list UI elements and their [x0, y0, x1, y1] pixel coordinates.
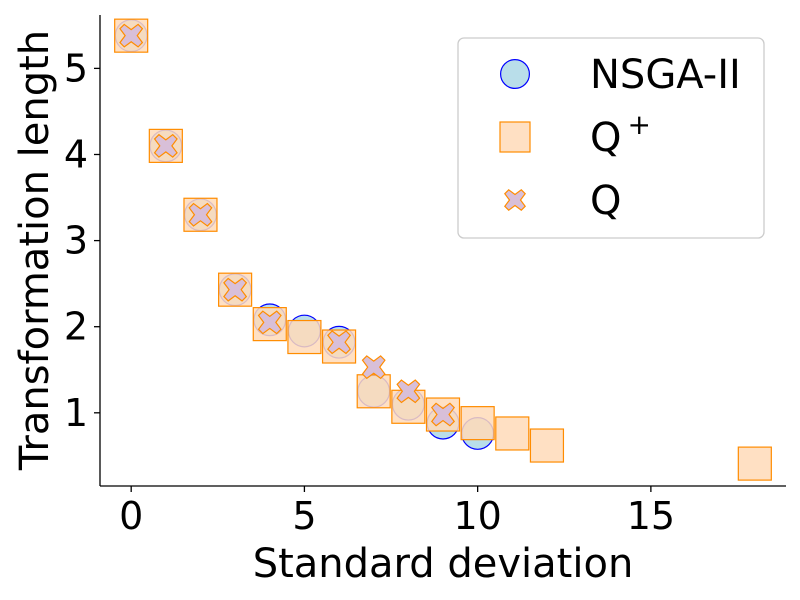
legend-marker-circle: [500, 58, 531, 89]
data-point-x-8: [430, 402, 456, 427]
data-point-x-2: [188, 202, 213, 227]
data-point-x-4: [257, 310, 282, 335]
x-tick-label: 0: [119, 494, 143, 538]
legend-item-square: Q +: [499, 108, 651, 161]
data-point-x-7: [396, 379, 421, 404]
data-point-x-0: [119, 23, 144, 48]
series-circle: [114, 19, 495, 450]
y-tick-label: 1: [64, 391, 88, 435]
data-point-x-1: [153, 133, 178, 158]
ticks: 0 5 10 15 1 2 3 4 5: [64, 46, 675, 538]
y-axis-label: Transformation length: [12, 30, 58, 471]
legend-marker-x: [504, 189, 526, 211]
x-tick-label: 15: [627, 494, 675, 538]
legend-frame: [457, 37, 765, 239]
legend-label: Q: [590, 178, 621, 224]
data-point-x-5: [327, 330, 352, 355]
y-tick-label: 4: [64, 132, 88, 176]
legend: NSGA-II Q + Q: [457, 37, 765, 239]
legend-marker-square: [499, 121, 531, 153]
x-axis-label: Standard deviation: [253, 541, 634, 587]
y-tick-label: 2: [64, 305, 88, 349]
x-tick-label: 10: [453, 494, 501, 538]
y-tick-label: 3: [64, 219, 88, 263]
legend-item-x: Q: [504, 178, 621, 224]
plot-marks: [114, 18, 772, 481]
x-tick-label: 5: [292, 494, 316, 538]
data-point-x-6: [361, 355, 386, 380]
legend-label: Q +: [590, 108, 651, 161]
axes: [99, 15, 786, 487]
legend-item-circle: NSGA-II: [500, 52, 741, 98]
y-tick-label: 5: [64, 46, 88, 90]
data-point-square-5: [287, 319, 322, 355]
series-x: [119, 23, 456, 427]
data-point-square-11: [495, 416, 530, 451]
legend-label: NSGA-II: [590, 52, 741, 98]
data-point-square-13: [737, 446, 772, 481]
data-point-square-12: [529, 428, 565, 463]
data-point-square-7: [356, 374, 391, 409]
data-point-x-3: [223, 277, 248, 302]
data-point-square-10: [460, 406, 495, 441]
